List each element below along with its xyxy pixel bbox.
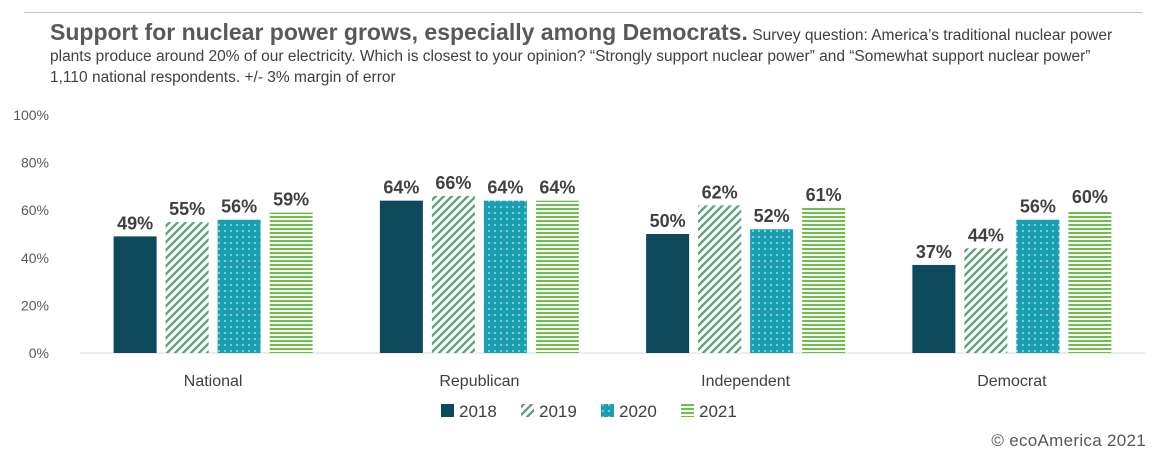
y-tick-label: 20% bbox=[21, 297, 49, 313]
chart-title: Support for nuclear power grows, especia… bbox=[50, 19, 748, 45]
bars-group: 49% 55% 56% 59% 64% 66% 64% 64% 50% 62% 52% 61% 37% 4… bbox=[113, 173, 1112, 353]
bar-value-label: 56% bbox=[1020, 197, 1056, 217]
bar-value-label: 60% bbox=[1072, 187, 1108, 207]
bar bbox=[646, 234, 690, 353]
bar-value-label: 49% bbox=[117, 213, 153, 233]
legend-swatch bbox=[441, 404, 454, 417]
y-tick-label: 100% bbox=[13, 107, 49, 123]
bar-value-label: 44% bbox=[968, 225, 1004, 245]
legend-label: 2018 bbox=[459, 402, 497, 421]
copyright-credit: © ecoAmerica 2021 bbox=[991, 431, 1146, 450]
legend-label: 2020 bbox=[619, 402, 657, 421]
bar-value-label: 37% bbox=[916, 242, 952, 262]
y-axis: 0% 20% 40% 60% 80% 100% bbox=[13, 107, 49, 361]
bar-value-label: 62% bbox=[702, 182, 738, 202]
x-category-label: National bbox=[184, 373, 243, 390]
bar bbox=[698, 205, 742, 353]
bar bbox=[217, 219, 261, 353]
chart-heading: Support for nuclear power grows, especia… bbox=[50, 19, 1130, 88]
y-tick-label: 80% bbox=[21, 155, 49, 171]
bar bbox=[1016, 219, 1060, 353]
bar-value-label: 55% bbox=[169, 199, 205, 219]
bar bbox=[535, 200, 579, 353]
y-tick-label: 40% bbox=[21, 250, 49, 266]
bar-value-label: 59% bbox=[273, 190, 309, 210]
bar bbox=[1068, 210, 1112, 353]
bar bbox=[750, 229, 794, 353]
legend-swatch bbox=[681, 404, 694, 417]
bar bbox=[431, 195, 475, 353]
x-category-label: Democrat bbox=[977, 373, 1047, 390]
bar-value-label: 66% bbox=[435, 173, 471, 193]
bar bbox=[912, 264, 956, 353]
bar-value-label: 64% bbox=[383, 178, 419, 198]
legend-label: 2021 bbox=[699, 402, 737, 421]
legend-label: 2019 bbox=[539, 402, 577, 421]
bar bbox=[165, 222, 209, 353]
top-rule bbox=[24, 12, 1142, 13]
legend-swatch bbox=[521, 404, 534, 417]
legend: 2018 2019 2020 2021 bbox=[441, 402, 737, 421]
bar-value-label: 64% bbox=[487, 178, 523, 198]
bar bbox=[483, 200, 527, 353]
y-tick-label: 60% bbox=[21, 202, 49, 218]
y-tick-label: 0% bbox=[29, 345, 49, 361]
bar bbox=[113, 236, 157, 353]
x-category-label: Independent bbox=[701, 373, 791, 390]
bar-value-label: 61% bbox=[806, 185, 842, 205]
bar bbox=[379, 200, 423, 353]
bar bbox=[802, 207, 846, 353]
legend-swatch bbox=[601, 404, 614, 417]
chart-subtitle: Survey question: America’s traditional n… bbox=[50, 27, 1113, 86]
bar-value-label: 50% bbox=[650, 211, 686, 231]
x-category-label: Republican bbox=[439, 373, 519, 390]
bar bbox=[269, 212, 313, 353]
x-axis: National Republican Independent Democrat bbox=[184, 373, 1047, 390]
bar-value-label: 56% bbox=[221, 197, 257, 217]
bar bbox=[964, 248, 1008, 353]
bar-value-label: 52% bbox=[754, 206, 790, 226]
bar-value-label: 64% bbox=[539, 178, 575, 198]
